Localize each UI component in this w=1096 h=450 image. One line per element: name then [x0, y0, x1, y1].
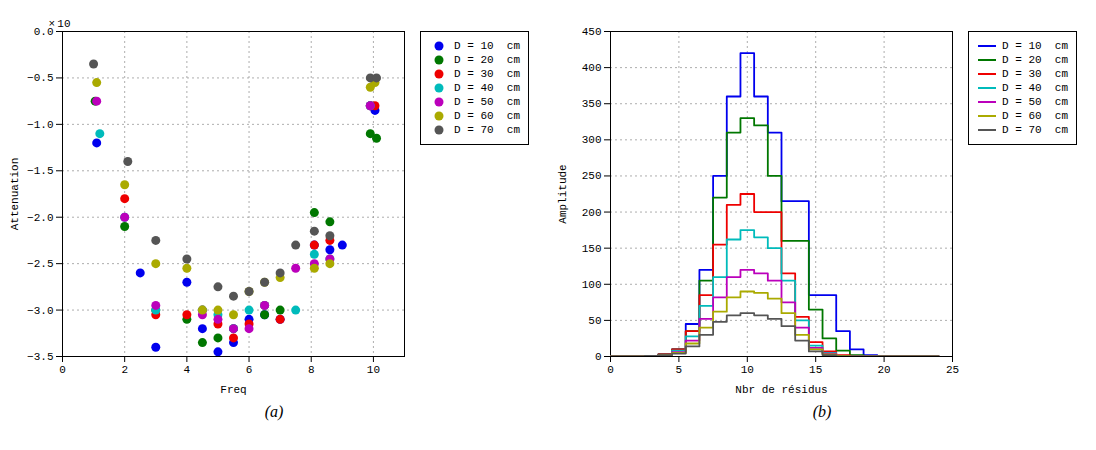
svg-text:0: 0 [59, 364, 66, 376]
svg-text:50: 50 [588, 315, 601, 327]
html-text:D = 30 cm: D = 30 cm [1002, 68, 1068, 80]
svg-text:100: 100 [582, 279, 602, 291]
svg-text:2: 2 [121, 364, 128, 376]
svg-text:5: 5 [676, 364, 683, 376]
html-text:D = 40 cm: D = 40 cm [1002, 82, 1068, 94]
svg-text:15: 15 [809, 364, 822, 376]
svg-text:−1.0: −1.0 [27, 119, 53, 131]
html-text:(a): (a) [264, 403, 284, 420]
html-text:D = 50 cm: D = 50 cm [454, 96, 520, 108]
svg-text:−1.5: −1.5 [27, 165, 53, 177]
html-text:D = 70 cm: D = 70 cm [1002, 124, 1068, 136]
svg-text:−3.5: −3.5 [27, 351, 53, 363]
svg-text:8: 8 [308, 364, 315, 376]
html-text:D = 40 cm: D = 40 cm [454, 82, 520, 94]
svg-text:Amplitude: Amplitude [557, 164, 569, 223]
html-text:D = 50 cm: D = 50 cm [1002, 96, 1068, 108]
html-text:D = 10 cm: D = 10 cm [454, 40, 520, 52]
html-text:(b): (b) [812, 403, 832, 420]
svg-text:450: 450 [582, 26, 602, 38]
svg-text:−2.0: −2.0 [27, 212, 53, 224]
html-text:D = 10 cm: D = 10 cm [1002, 40, 1068, 52]
svg-text:25: 25 [946, 364, 959, 376]
svg-text:Attenuation: Attenuation [9, 158, 21, 231]
svg-text:150: 150 [582, 243, 602, 255]
svg-text:10: 10 [367, 364, 380, 376]
svg-text:10: 10 [741, 364, 754, 376]
svg-text:× 10: × 10 [49, 18, 71, 30]
svg-text:Freq: Freq [220, 384, 246, 396]
svg-text:20: 20 [877, 364, 890, 376]
svg-text:200: 200 [582, 207, 602, 219]
svg-text:−2.5: −2.5 [27, 258, 53, 270]
svg-text:0.0: 0.0 [33, 26, 54, 38]
svg-text:−3.0: −3.0 [27, 305, 53, 317]
html-text:D = 60 cm: D = 60 cm [1002, 110, 1068, 122]
svg-text:250: 250 [582, 170, 602, 182]
svg-text:400: 400 [582, 62, 602, 74]
svg-text:350: 350 [582, 98, 602, 110]
svg-text:0: 0 [607, 364, 614, 376]
svg-text:Nbr de résidus: Nbr de résidus [735, 384, 827, 396]
html-text:D = 30 cm: D = 30 cm [454, 68, 520, 80]
html-text:D = 70 cm: D = 70 cm [454, 124, 520, 136]
svg-text:300: 300 [582, 134, 602, 146]
html-text:D = 20 cm: D = 20 cm [454, 54, 520, 66]
svg-text:−0.5: −0.5 [27, 72, 53, 84]
html-text:D = 60 cm: D = 60 cm [454, 110, 520, 122]
svg-text:4: 4 [184, 364, 191, 376]
svg-text:0: 0 [595, 351, 602, 363]
svg-text:6: 6 [246, 364, 253, 376]
html-text:D = 20 cm: D = 20 cm [1002, 54, 1068, 66]
